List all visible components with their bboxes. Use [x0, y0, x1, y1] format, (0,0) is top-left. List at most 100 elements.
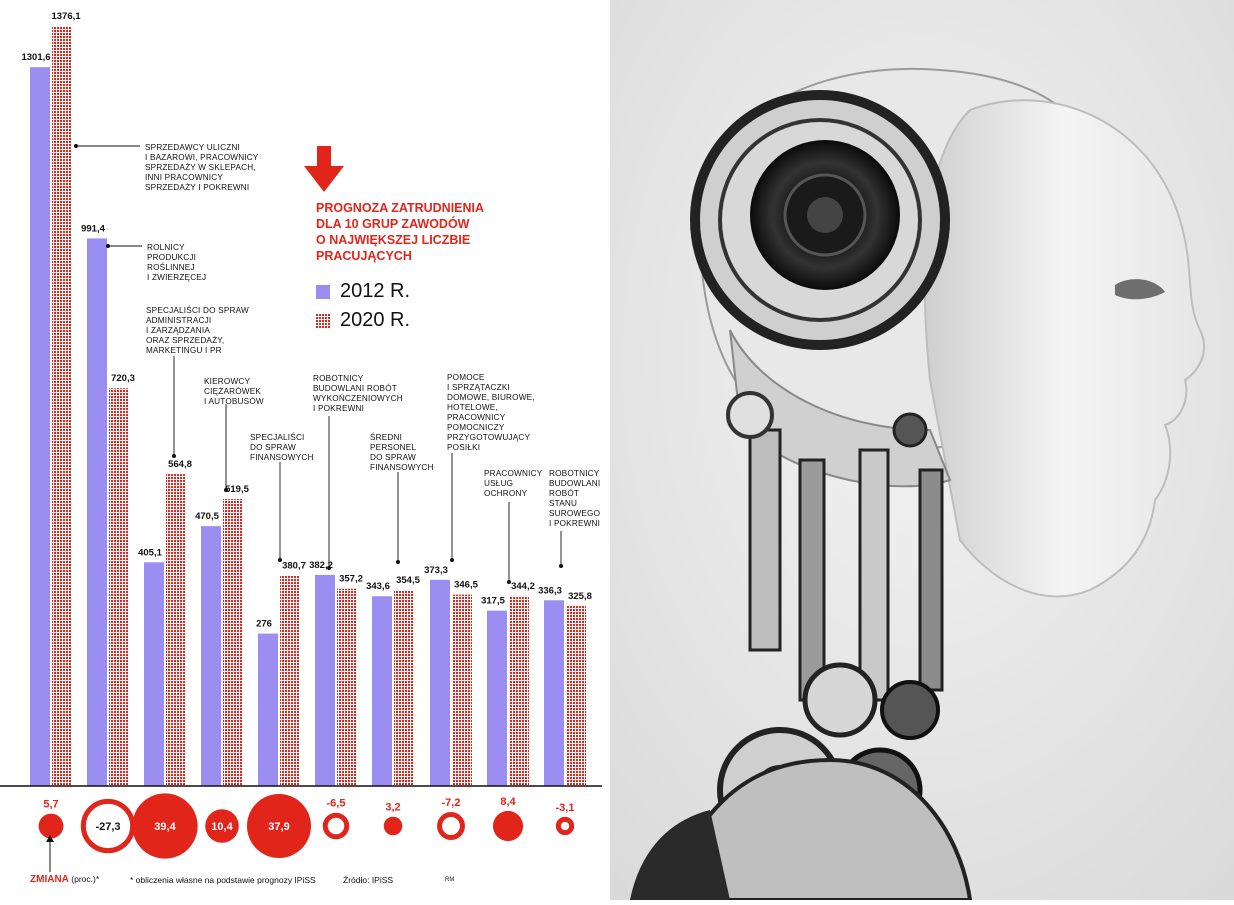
change-bubble-positive	[205, 809, 239, 843]
legend-item-2012: 2012 R.	[316, 280, 520, 303]
change-bubble-negative	[555, 816, 575, 836]
change-value: -27,3	[95, 821, 120, 833]
category-label-line: POSIŁKI	[447, 443, 480, 452]
arrow-down-icon	[304, 146, 344, 192]
category-label-line: DO SPRAW	[250, 443, 296, 452]
change-bubble-positive	[383, 816, 403, 836]
category-label-line: POMOCNICZY	[447, 423, 505, 432]
category-label-line: I AUTOBUSÓW	[204, 396, 264, 406]
category-label-line: ADMINISTRACJI	[146, 316, 211, 325]
category-label-line: SPECJALIŚCI DO SPRAW	[146, 304, 249, 315]
category-label-line: SPECJALIŚCI	[250, 431, 305, 442]
value-label-2012: 276	[256, 619, 272, 630]
change-value: 5,7	[43, 799, 58, 811]
legend-label-2012: 2012 R.	[340, 280, 411, 302]
pointer-dot	[559, 564, 563, 568]
value-label-2020: 720,3	[111, 373, 135, 384]
change-value: 8,4	[500, 796, 516, 808]
bar-2012	[315, 574, 335, 786]
category-label-line: BUDOWLANI ROBÓT	[313, 383, 397, 393]
category-label-line: PRODUKCJI	[147, 253, 196, 262]
value-label-2020: 325,8	[568, 591, 592, 602]
legend-swatch-2020	[316, 313, 330, 328]
category-label-line: I ZARZĄDZANIA	[146, 326, 210, 335]
footnote: * obliczenia własne na podstawie prognoz…	[130, 875, 316, 885]
bar-2020	[223, 499, 243, 786]
value-label-2012: 382,2	[309, 560, 333, 571]
value-label-2012: 343,6	[366, 581, 390, 592]
value-label-2012: 991,4	[81, 223, 105, 234]
value-label-2012: 317,5	[481, 596, 505, 607]
legend-block: PROGNOZA ZATRUDNIENIA DLA 10 GRUP ZAWODÓ…	[300, 145, 520, 332]
category-label-line: USŁUG	[484, 479, 513, 488]
category-label-line: INNI PRACOWNICY	[145, 173, 223, 182]
value-label-2020: 346,5	[454, 580, 478, 591]
change-bubble-positive	[38, 813, 64, 839]
category-label-line: DO SPRAW	[370, 453, 416, 462]
source-note: Źródło: IPiSS	[343, 875, 394, 885]
category-label-line: SPRZEDAWCY ULICZNI	[145, 143, 240, 152]
change-value: 39,4	[154, 821, 176, 833]
pointer-dot	[278, 558, 282, 562]
change-value: 3,2	[385, 802, 400, 814]
category-label-line: HOTELOWE,	[447, 403, 498, 412]
category-label-line: FINANSOWYCH	[370, 463, 434, 472]
title-line: DLA 10 GRUP ZAWODÓW	[316, 217, 470, 231]
change-pointer	[46, 835, 54, 872]
bar-2020	[394, 590, 414, 786]
category-label-line: CIĘŻARÓWEK	[204, 386, 261, 396]
infographic: 1301,6 1376,1 SPRZEDAWCY ULICZNI I BAZAROWI…	[0, 0, 605, 900]
value-label-2020: 344,2	[511, 581, 535, 592]
category-label-line: I ZWIERZĘCEJ	[147, 273, 206, 282]
bar-2012	[30, 67, 50, 786]
category-label-line: SPRZEDAŻY W SKLEPACH,	[145, 162, 256, 172]
category-label-line: FINANSOWYCH	[250, 453, 314, 462]
chart-title: PROGNOZA ZATRUDNIENIA DLA 10 GRUP ZAWODÓ…	[316, 200, 526, 264]
category-label-line: ROBOTNICY	[549, 469, 600, 478]
legend-swatch-2012	[316, 284, 330, 299]
pointer-dot	[74, 144, 78, 148]
bar-2020	[452, 594, 472, 786]
value-label-2012: 373,3	[424, 565, 448, 576]
pointer-dot	[224, 488, 228, 492]
category-label-line: SUROWEGO	[549, 509, 600, 518]
legend-item-2020: 2020 R.	[316, 309, 520, 332]
pointer-dot	[396, 560, 400, 564]
change-bubble-positive	[492, 810, 524, 842]
author-initials: RM	[445, 877, 455, 883]
category-label-line: I SPRZĄTACZKI	[447, 383, 510, 392]
footer: ZMIANA (proc.)* * obliczenia własne na p…	[0, 868, 605, 892]
change-bubble-positive	[246, 793, 312, 859]
change-bubble-positive	[132, 793, 198, 859]
title-line: PROGNOZA ZATRUDNIENIA	[316, 201, 485, 215]
pointer-dot	[507, 580, 511, 584]
value-label-2012: 405,1	[138, 547, 162, 558]
value-label-2020: 354,5	[396, 575, 420, 586]
value-label-2020: 519,5	[225, 484, 249, 495]
bar-2012	[258, 633, 278, 786]
category-label-line: MARKETINGU I PR	[146, 346, 222, 355]
value-label-2012: 470,5	[195, 511, 219, 522]
change-bubble-negative	[437, 812, 465, 840]
bar-2020	[337, 588, 357, 786]
title-line: PRACUJĄCYCH	[316, 249, 412, 263]
category-label-line: BUDOWLANI	[549, 479, 600, 488]
bar-2012	[144, 562, 164, 786]
bar-2012	[430, 579, 450, 786]
change-value: 10,4	[211, 821, 233, 833]
value-label-2020: 564,8	[168, 459, 192, 470]
change-value: 37,9	[268, 821, 289, 833]
category-label-line: I POKREWNI	[313, 404, 364, 413]
pointer-dot	[172, 454, 176, 458]
value-label-2012: 336,3	[538, 585, 562, 596]
category-label-line: KIEROWCY	[204, 377, 251, 386]
bar-2020	[509, 595, 529, 786]
pointer-dot	[327, 566, 331, 570]
legend-label-2020: 2020 R.	[340, 309, 411, 331]
bar-2020	[109, 388, 129, 786]
category-label-line: ROLNICY	[147, 243, 185, 252]
category-label-line: DOMOWE, BIUROWE,	[447, 393, 535, 402]
pointer-dot	[450, 558, 454, 562]
change-value: -3,1	[556, 802, 575, 814]
